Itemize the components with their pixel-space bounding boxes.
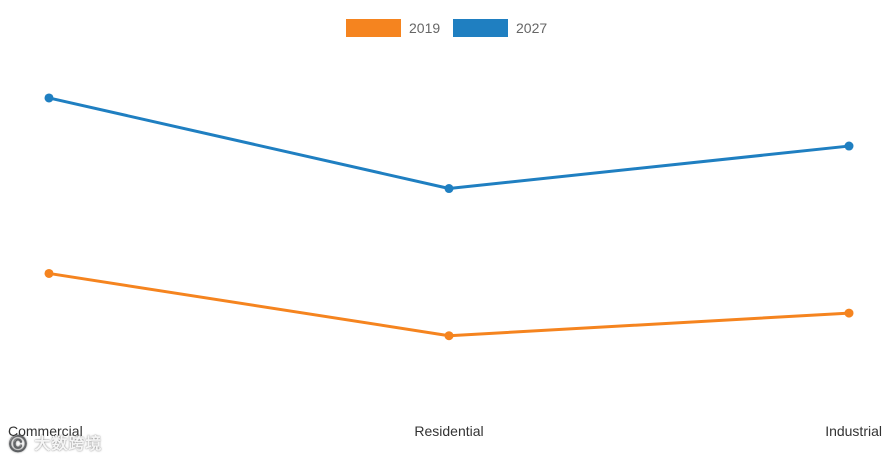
data-point-2027-industrial[interactable] (844, 141, 854, 151)
legend-swatch-2027[interactable] (453, 19, 508, 37)
data-point-2027-residential[interactable] (444, 184, 454, 194)
series-layer (44, 93, 854, 341)
data-point-2019-commercial[interactable] (44, 268, 54, 278)
watermark: ©️ 大数跨境 (8, 436, 103, 453)
series-line-2027 (47, 96, 851, 191)
data-point-2019-residential[interactable] (444, 331, 454, 341)
legend-swatch-2019[interactable] (346, 19, 401, 37)
data-point-2027-commercial[interactable] (44, 93, 54, 103)
legend-label-2019: 2019 (409, 20, 440, 36)
x-tick-label-industrial: Industrial (825, 423, 882, 439)
x-tick-label-commercial: Commercial (8, 423, 83, 439)
x-tick-label-residential: Residential (414, 423, 483, 439)
series-line-2019 (47, 271, 851, 338)
legend-label-2027: 2027 (516, 20, 547, 36)
chart-legend: 2019 2027 (346, 19, 547, 37)
x-axis-ticks: Commercial Residential Industrial (8, 423, 882, 439)
data-point-2019-industrial[interactable] (844, 308, 854, 318)
